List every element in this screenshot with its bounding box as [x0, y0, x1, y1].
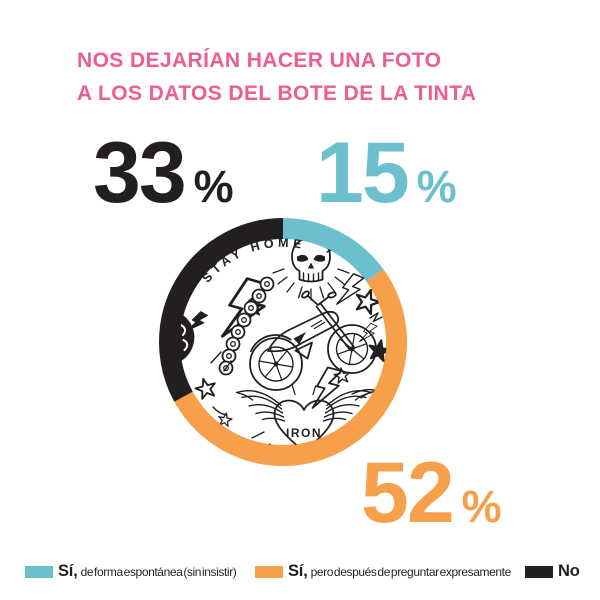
stat-no-unit: %	[193, 161, 234, 212]
title-line-1: NOS DEJARÍAN HACER UNA FOTO	[77, 49, 442, 72]
skull-icon	[272, 238, 350, 301]
swatch-rect	[255, 565, 283, 578]
edge-blob-shape	[179, 308, 195, 366]
chain-icon	[218, 276, 275, 376]
legend-label-prefix: Sí,	[58, 562, 78, 580]
handlebar-grip	[301, 290, 310, 299]
swatch-rect	[525, 565, 553, 578]
stat-yes-after-asking: 52 %	[361, 450, 502, 536]
skull-teeth	[302, 272, 320, 283]
donut-ring	[159, 218, 408, 467]
stat-yes-spontaneous: 15 %	[316, 130, 457, 216]
legend-item-yes-spontaneous: Sí, de forma espontánea (sin insistir)	[25, 562, 237, 581]
donut-segment-yes-after-asking	[174, 269, 408, 467]
skull-head	[291, 238, 331, 283]
legend-label-prefix: Sí,	[288, 562, 308, 580]
rear-spokes	[258, 347, 294, 381]
front-fork	[315, 302, 355, 351]
bike-frame-triangle	[294, 341, 313, 360]
heart	[273, 399, 335, 446]
front-wheel	[327, 324, 377, 374]
legend-swatch-orange	[255, 565, 283, 578]
handlebar-grip	[327, 291, 337, 299]
title-line-2: A LOS DATOS DEL BOTE DE LA TINTA	[77, 82, 477, 105]
chain-link-holes	[223, 281, 270, 371]
legend-swatch-teal	[25, 565, 53, 578]
page-title: NOS DEJARÍAN HACER UNA FOTO A LOS DATOS …	[77, 44, 476, 110]
handlebar	[307, 295, 330, 306]
stat-yes-after-asking-unit: %	[461, 481, 502, 532]
skull-nose	[307, 262, 315, 269]
bike-body	[267, 310, 340, 353]
swatch-rect	[25, 565, 53, 578]
legend-label-rest: pero después de preguntar expresamente	[310, 565, 512, 579]
iron-text: IRON	[286, 426, 322, 440]
edge-blob	[179, 308, 195, 366]
tank-slash	[310, 319, 326, 330]
bike-grin	[293, 332, 306, 345]
legend-item-no: No	[525, 562, 583, 581]
rear-wheel	[249, 337, 303, 391]
motorcycle-icon	[249, 290, 377, 391]
legend-swatch-black	[525, 565, 553, 578]
legend: Sí, de forma espontánea (sin insistir) S…	[0, 560, 600, 592]
stat-yes-spontaneous-unit: %	[416, 161, 457, 212]
stat-yes-spontaneous-value: 15	[316, 125, 410, 221]
legend-label-prefix: No	[558, 562, 580, 580]
stat-yes-after-asking-value: 52	[361, 445, 455, 541]
legend-item-yes-after-asking: Sí, pero después de preguntar expresamen…	[255, 562, 511, 581]
chain-links	[218, 276, 275, 376]
skull-rays	[272, 268, 350, 301]
left-wing	[235, 389, 286, 422]
donut-segment-yes-spontaneous	[282, 218, 384, 282]
stat-no: 33 %	[93, 130, 234, 216]
star-icon	[192, 375, 219, 401]
rear-rim	[258, 346, 294, 382]
front-rim	[335, 332, 369, 366]
rear-fender	[250, 334, 292, 352]
stat-no-value: 33	[93, 125, 187, 221]
donut-segment-no	[159, 218, 284, 402]
edge-blob-detail	[180, 324, 189, 351]
skull-eyes	[297, 254, 325, 262]
legend-label-rest: de forma espontánea (sin insistir)	[80, 565, 237, 579]
rear-hub	[273, 361, 279, 367]
